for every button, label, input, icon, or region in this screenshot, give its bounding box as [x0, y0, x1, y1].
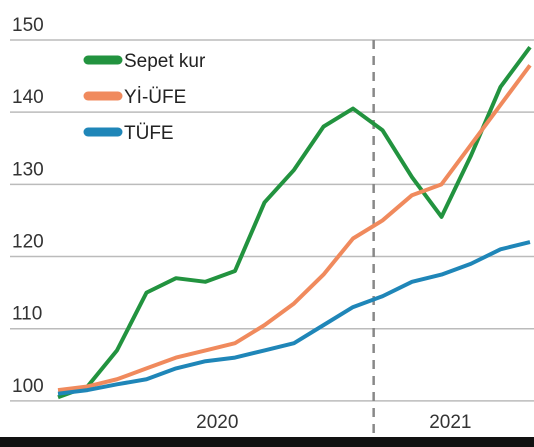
legend-label: TÜFE	[124, 123, 174, 144]
y-tick-label: 150	[12, 15, 44, 36]
y-tick-label: 130	[12, 159, 44, 180]
legend-label: Sepet kur	[124, 51, 206, 72]
series-line	[57, 64, 532, 393]
x-tick-label: 2021	[429, 412, 471, 433]
y-tick-label: 140	[12, 87, 44, 108]
legend-label: Yİ-ÜFE	[124, 87, 186, 108]
x-axis	[0, 437, 534, 447]
y-tick-label: 100	[12, 376, 44, 397]
series-line	[57, 240, 531, 396]
y-tick-label: 110	[12, 304, 42, 325]
series-line	[57, 46, 532, 400]
y-tick-label: 120	[12, 232, 44, 253]
x-tick-label: 2020	[196, 412, 238, 433]
